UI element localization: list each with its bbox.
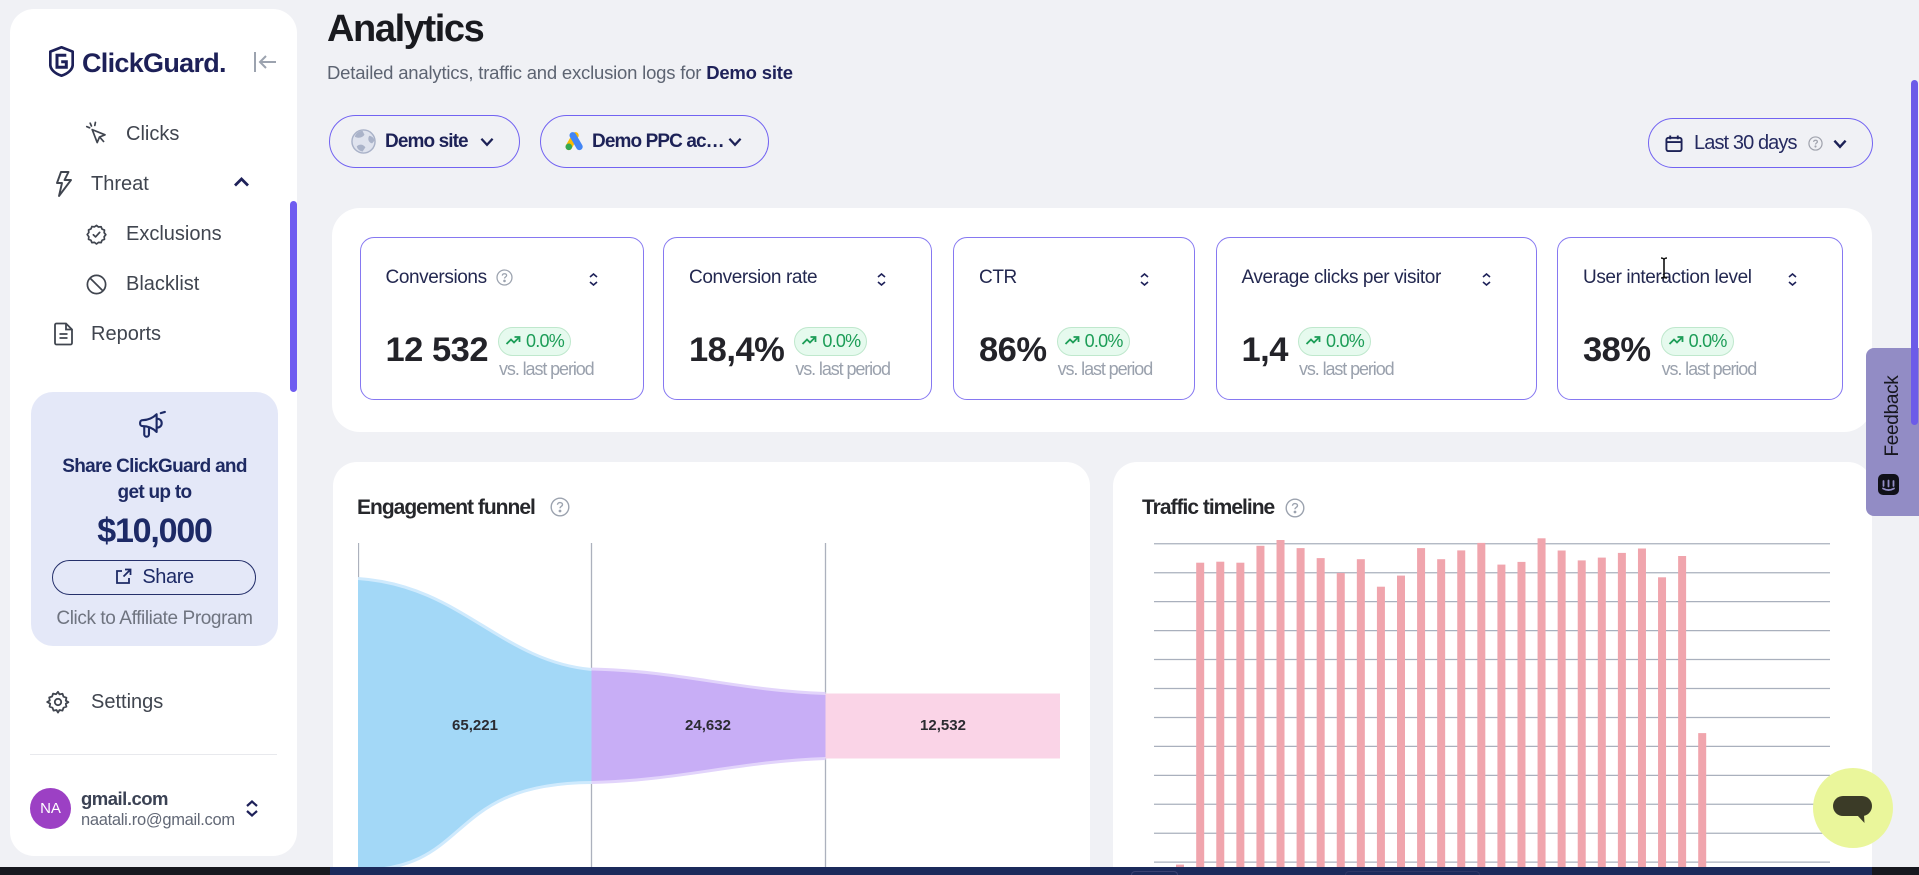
svg-text:24,632: 24,632 bbox=[685, 717, 731, 734]
svg-text:65,221: 65,221 bbox=[452, 717, 498, 734]
svg-text:12,532: 12,532 bbox=[920, 717, 966, 734]
